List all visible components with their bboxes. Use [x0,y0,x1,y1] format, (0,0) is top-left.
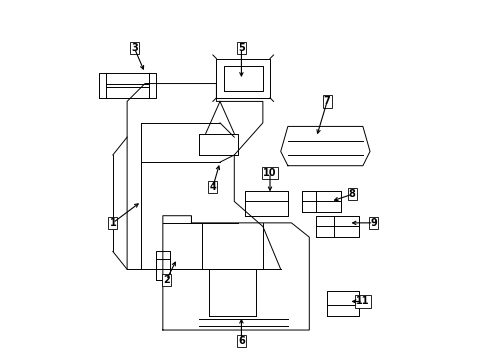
Text: 10: 10 [263,168,277,178]
Text: 5: 5 [238,43,245,53]
Text: 1: 1 [109,218,116,228]
Text: 11: 11 [356,296,369,306]
Text: 6: 6 [238,336,245,346]
Text: 3: 3 [131,43,138,53]
Text: 7: 7 [324,96,331,107]
Text: 9: 9 [370,218,377,228]
Text: 8: 8 [349,189,356,199]
Text: 4: 4 [210,182,216,192]
Text: 2: 2 [163,275,170,285]
